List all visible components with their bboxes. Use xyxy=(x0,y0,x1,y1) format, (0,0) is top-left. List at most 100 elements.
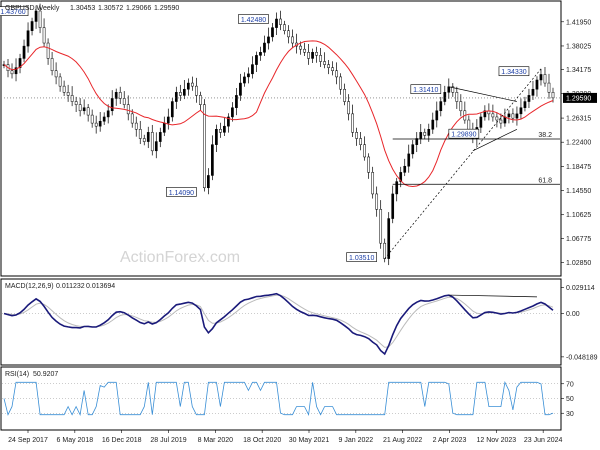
candle-body xyxy=(299,45,302,50)
candle-body xyxy=(315,52,318,56)
candle-body xyxy=(375,193,379,210)
current-price-tag xyxy=(563,92,597,103)
candle-body xyxy=(106,110,110,118)
candle-body xyxy=(339,76,342,90)
candle-body xyxy=(407,153,411,167)
candle-body xyxy=(118,92,122,99)
macd-tick-label: -0.048189 xyxy=(566,354,598,361)
candle-body xyxy=(435,110,439,121)
candle-body xyxy=(102,116,106,122)
candle-body xyxy=(423,132,427,136)
rsi-line xyxy=(3,381,554,417)
candle-body xyxy=(455,92,459,102)
ohlc-low: 1.29066 xyxy=(126,5,151,12)
candle-body xyxy=(411,144,415,155)
ohlc-high: 1.30572 xyxy=(98,5,123,12)
moving-average-line xyxy=(3,40,554,188)
candle-body xyxy=(483,110,487,118)
candle-body xyxy=(70,95,74,102)
candle-body xyxy=(531,88,535,96)
rsi-layer xyxy=(2,381,560,417)
candle-body xyxy=(311,52,314,59)
candle-body xyxy=(387,218,391,259)
candle-body xyxy=(335,70,338,78)
candle-body xyxy=(50,58,54,72)
candle-body xyxy=(134,122,138,130)
candle-body xyxy=(271,27,274,38)
triangle-lower-line xyxy=(472,128,518,152)
candle-body xyxy=(363,144,367,158)
candle-body xyxy=(351,113,354,133)
candle-body xyxy=(319,55,322,62)
price-label: 1.14090 xyxy=(169,190,194,197)
candle-body xyxy=(327,64,330,68)
candle-body xyxy=(359,138,362,145)
price-label: 1.29890 xyxy=(451,132,476,139)
candle-body xyxy=(78,104,82,112)
candle-body xyxy=(14,67,18,75)
rsi-value: 50.9207 xyxy=(33,371,58,378)
candle-body xyxy=(146,132,150,142)
candle-body xyxy=(439,101,443,112)
candle-body xyxy=(479,116,483,128)
candle-body xyxy=(227,116,230,127)
candle-body xyxy=(42,27,46,44)
candle-body xyxy=(367,156,371,173)
candle-body xyxy=(511,113,515,119)
candle-body xyxy=(251,64,254,75)
candle-body xyxy=(190,82,194,87)
candle-body xyxy=(467,119,471,130)
macd-line xyxy=(3,292,554,356)
macd-value-2: 0.013694 xyxy=(86,283,115,290)
x-tick-label: 16 Dec 2018 xyxy=(102,437,142,444)
candle-body xyxy=(507,113,511,118)
candle-body xyxy=(130,113,134,124)
candle-body xyxy=(515,113,519,119)
macd-value-1: 0.011232 xyxy=(56,283,85,290)
macd-tick-label: 0.029114 xyxy=(566,285,595,292)
candle-body xyxy=(34,10,38,22)
candle-body xyxy=(523,101,527,108)
candle-body xyxy=(347,101,350,115)
candle-body xyxy=(235,95,238,108)
candle-body xyxy=(195,85,198,96)
candle-body xyxy=(383,242,387,259)
candle-body xyxy=(126,104,130,115)
candle-body xyxy=(371,172,375,195)
x-tick-label: 30 May 2021 xyxy=(289,437,330,444)
axis-layer: 1.419501.380251.341751.302901.263151.224… xyxy=(8,19,597,444)
rsi-tick-label: 30 xyxy=(566,411,574,418)
candle-body xyxy=(503,116,507,124)
candle-body xyxy=(86,107,90,116)
price-label-box xyxy=(0,6,29,16)
candle-body xyxy=(419,132,423,139)
candle-body xyxy=(170,101,174,118)
candle-body xyxy=(18,58,22,68)
candle-body xyxy=(447,86,451,93)
candle-body xyxy=(207,175,210,189)
price-tick-label: 1.38025 xyxy=(566,43,591,50)
x-tick-label: 28 Jul 2019 xyxy=(150,437,186,444)
candle-body xyxy=(62,85,66,93)
candle-body xyxy=(259,52,262,56)
candle-body xyxy=(98,121,102,127)
macd-tick-label: 0.00 xyxy=(566,311,580,318)
candle-body xyxy=(247,73,250,78)
rsi-tick-label: 70 xyxy=(566,381,574,388)
candle-body xyxy=(30,21,34,31)
candle-body xyxy=(223,125,226,133)
x-tick-label: 24 Sep 2017 xyxy=(8,437,48,444)
price-tick-label: 1.18475 xyxy=(566,164,591,171)
price-label-box xyxy=(238,14,269,24)
candle-body xyxy=(431,119,435,130)
candle-body xyxy=(110,98,114,112)
x-tick-label: 21 Aug 2022 xyxy=(383,437,422,444)
candle-body xyxy=(403,165,407,173)
candle-body xyxy=(519,107,523,115)
price-tick-label: 1.22400 xyxy=(566,140,591,147)
candle-body xyxy=(154,141,158,152)
candle-body xyxy=(158,132,162,142)
candle-body xyxy=(415,138,419,145)
candle-body xyxy=(219,129,222,133)
